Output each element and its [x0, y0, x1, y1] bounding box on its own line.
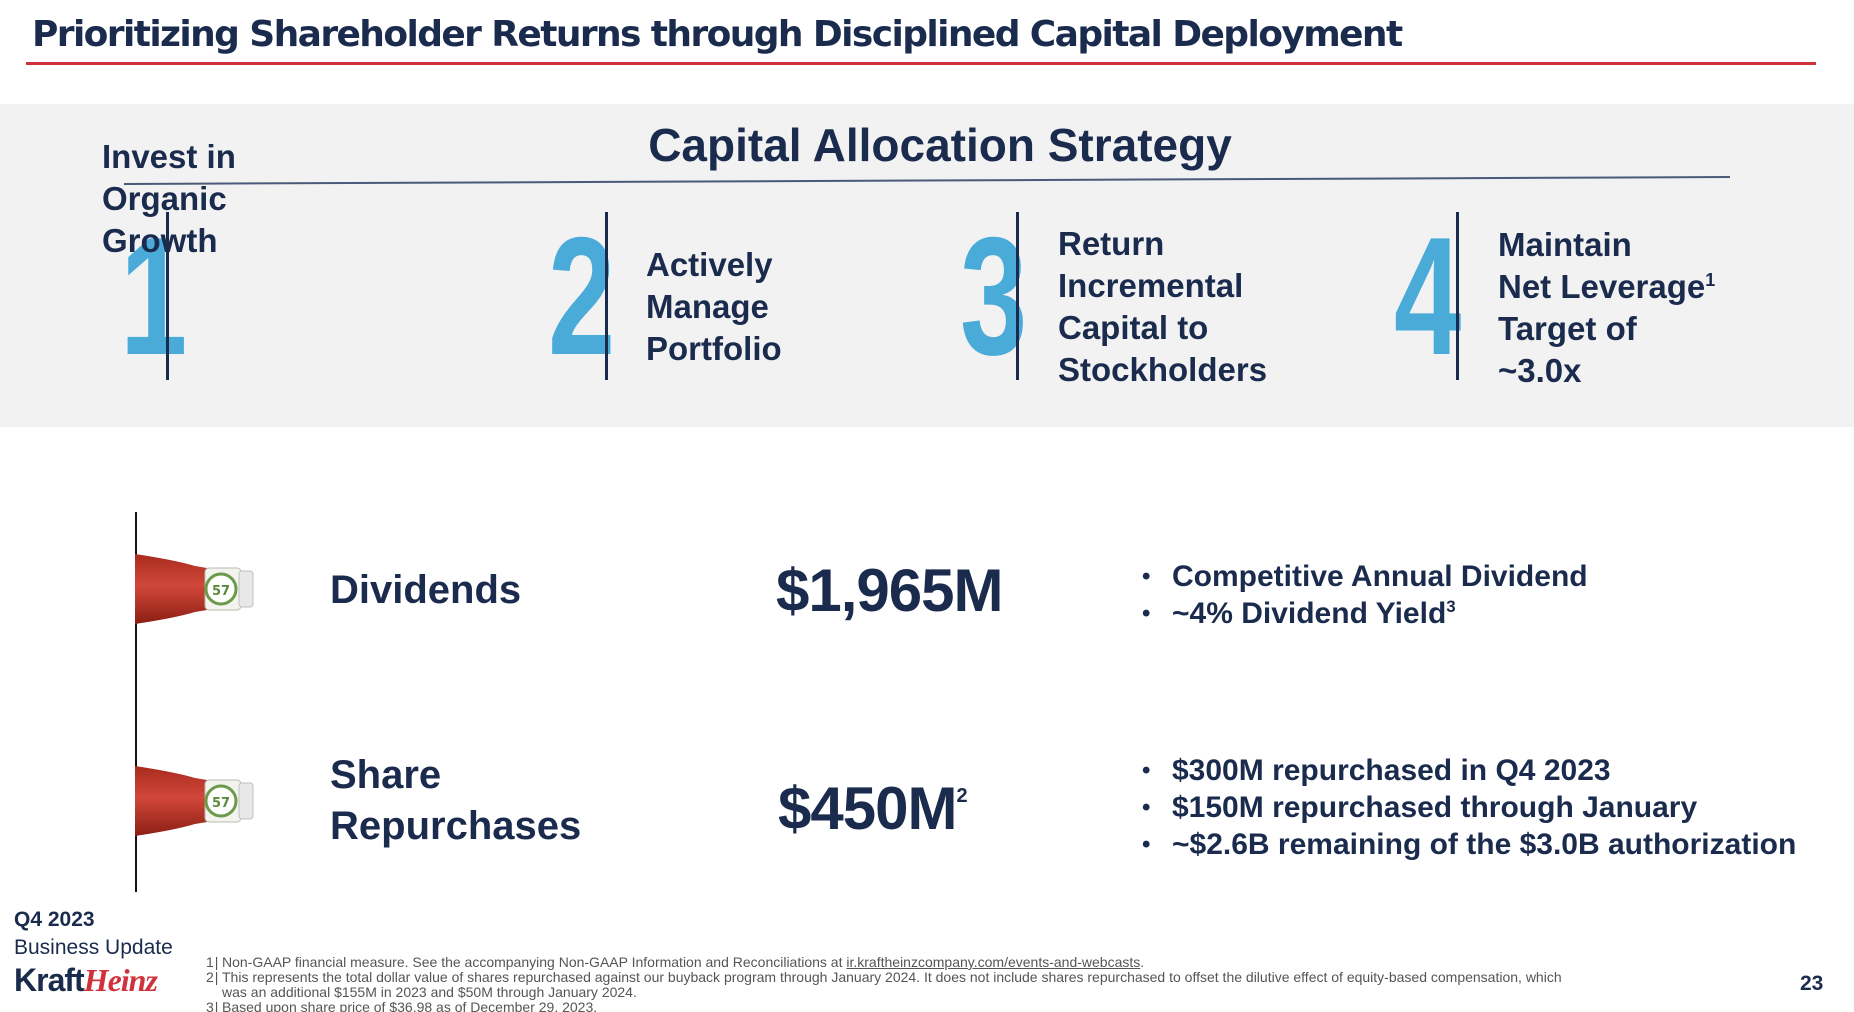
bullet-item: $300M repurchased in Q4 2023 — [1136, 752, 1796, 789]
footnote-text: Non-GAAP financial measure. See the acco… — [222, 954, 847, 970]
bullet-item: Competitive Annual Dividend — [1136, 558, 1588, 595]
pillar-divider — [1016, 212, 1019, 380]
pillar-divider — [166, 212, 169, 380]
footnote-text: Based upon share price of $36.98 as of D… — [222, 999, 598, 1012]
pillar-line: Invest in — [102, 138, 236, 175]
repurchases-label: Share Repurchases — [330, 750, 581, 852]
panel-divider — [123, 175, 1730, 185]
dividends-amount: $1,965M — [776, 557, 1003, 624]
bullet-text: $300M repurchased in Q4 2023 — [1172, 754, 1611, 787]
footnote-3: 3 Based upon share price of $36.98 as of… — [206, 1000, 1656, 1012]
footnote-2: 2 This represents the total dollar value… — [206, 970, 1656, 985]
pillar-divider — [605, 212, 608, 380]
footnote-text: This represents the total dollar value o… — [222, 969, 1562, 985]
bottle-label: 57 — [212, 584, 230, 599]
ketchup-bottle-icon: 57 — [135, 554, 254, 624]
pillar-text: Maintain Net Leverage1 Target of ~3.0x — [1498, 224, 1715, 392]
pillar-text: Invest in Organic Growth — [102, 136, 236, 262]
panel-heading: Capital Allocation Strategy — [648, 119, 1232, 171]
pillar-line: Capital to — [1058, 309, 1209, 346]
footnotes: 1 Non-GAAP financial measure. See the ac… — [206, 955, 1656, 1012]
repurchases-bullets: $300M repurchased in Q4 2023 $150M repur… — [1136, 752, 1796, 863]
footnote-marker: 2 — [956, 785, 968, 807]
pillar-number: 4 — [1394, 202, 1462, 390]
pillar-text: Return Incremental Capital to Stockholde… — [1058, 223, 1267, 391]
label-line: Share — [330, 753, 442, 797]
logo-heinz: Heinz — [83, 962, 158, 998]
capital-allocation-panel: Capital Allocation Strategy 1 Invest in … — [0, 104, 1854, 427]
pillar-line: Portfolio — [646, 330, 782, 367]
footnote-number: 2 — [206, 970, 218, 985]
pillar-text: Actively Manage Portfolio — [646, 244, 782, 370]
bullet-item: ~$2.6B remaining of the $3.0B authorizat… — [1136, 826, 1796, 863]
page-number: 23 — [1800, 972, 1824, 995]
pillar-line: Actively — [646, 246, 773, 283]
bullet-text: ~$2.6B remaining of the $3.0B authorizat… — [1172, 828, 1797, 861]
footer-period: Q4 2023 — [14, 908, 95, 931]
bullet-text: $150M repurchased through January — [1172, 791, 1698, 824]
pillar-divider — [1456, 212, 1459, 380]
footnote-link[interactable]: ir.kraftheinzcompany.com/events-and-webc… — [846, 954, 1141, 970]
bottle-label: 57 — [212, 796, 230, 811]
amount-text: $450M — [778, 775, 957, 842]
label-line: Repurchases — [330, 804, 582, 848]
pillar-line: Manage — [646, 288, 769, 325]
bullet-text: Competitive Annual Dividend — [1172, 560, 1588, 593]
footnote-marker: 1 — [1705, 270, 1716, 290]
footnote-number: 3 — [206, 1000, 218, 1012]
footnote-end: . — [1140, 954, 1145, 970]
ketchup-bottle-icon: 57 — [135, 766, 254, 836]
pillar-line: ~3.0x — [1498, 352, 1582, 389]
pillar-line: Return — [1058, 225, 1165, 262]
footnote-2-continued: was an additional $155M in 2023 and $50M… — [206, 985, 1656, 1000]
dividends-bullets: Competitive Annual Dividend ~4% Dividend… — [1136, 558, 1588, 632]
pillar-line: Target of — [1498, 310, 1637, 347]
pillar-line: Growth — [102, 222, 218, 259]
bullet-item: $150M repurchased through January — [1136, 789, 1796, 826]
pillar-number: 2 — [548, 202, 616, 390]
footnote-text: was an additional $155M in 2023 and $50M… — [222, 984, 637, 1000]
vertical-axis-line — [135, 512, 137, 892]
pillar-line: Organic — [102, 180, 227, 217]
pillar-line: Incremental — [1058, 267, 1244, 304]
dividends-label: Dividends — [330, 568, 522, 612]
pillar-number: 1 — [120, 202, 188, 390]
footnote-marker: 3 — [1446, 597, 1456, 616]
slide-title: Prioritizing Shareholder Returns through… — [32, 14, 1403, 55]
footnote-number: 1 — [206, 955, 218, 970]
pillar-line-text: Net Leverage — [1498, 268, 1706, 305]
bullet-text: ~4% Dividend Yield — [1172, 597, 1447, 630]
kraft-heinz-logo: KraftHeinz — [14, 962, 158, 998]
pillar-line: Stockholders — [1058, 351, 1268, 388]
pillar-line: Maintain — [1498, 226, 1632, 263]
footnote-1: 1 Non-GAAP financial measure. See the ac… — [206, 955, 1656, 970]
footer-subtitle: Business Update — [14, 936, 173, 959]
bullet-item: ~4% Dividend Yield3 — [1136, 595, 1588, 632]
title-underline — [26, 62, 1816, 65]
repurchases-amount: $450M2 — [778, 774, 968, 843]
logo-kraft: Kraft — [14, 962, 85, 998]
pillar-line: Net Leverage1 — [1498, 266, 1715, 308]
